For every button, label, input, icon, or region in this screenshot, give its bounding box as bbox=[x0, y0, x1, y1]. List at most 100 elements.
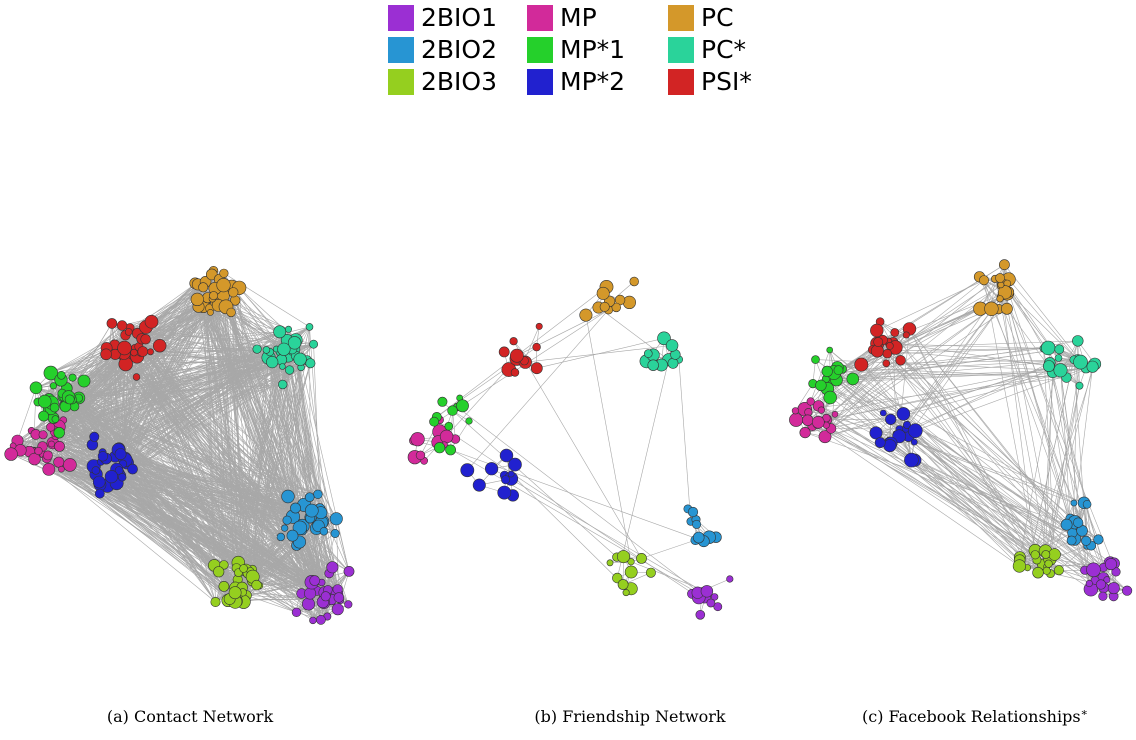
node bbox=[94, 488, 105, 499]
edge bbox=[889, 445, 1051, 574]
node bbox=[140, 334, 151, 345]
edge bbox=[126, 342, 295, 360]
node bbox=[333, 592, 344, 603]
edge bbox=[111, 476, 244, 569]
edge bbox=[818, 360, 901, 423]
legend: 2BIO1 2BIO2 2BIO3 MP MP*1 MP*2 PC PC* PSI* bbox=[388, 3, 752, 96]
edge bbox=[116, 482, 253, 577]
node bbox=[29, 381, 43, 395]
edge bbox=[807, 419, 1020, 567]
edge bbox=[102, 349, 285, 453]
caption: (b) Friendship Network bbox=[534, 707, 726, 726]
node bbox=[38, 410, 49, 422]
node bbox=[995, 273, 1005, 283]
node bbox=[657, 331, 671, 346]
node bbox=[137, 346, 149, 357]
node bbox=[1066, 535, 1077, 546]
node bbox=[291, 607, 302, 617]
edge bbox=[120, 346, 140, 455]
edge bbox=[122, 357, 269, 478]
caption: (c) Facebook Relationships∗ bbox=[862, 706, 1088, 726]
node bbox=[508, 457, 522, 472]
node bbox=[100, 348, 112, 361]
edge bbox=[47, 455, 237, 602]
edge bbox=[837, 372, 1055, 555]
edge bbox=[826, 308, 992, 426]
node bbox=[465, 417, 473, 425]
node bbox=[320, 591, 331, 602]
edge bbox=[252, 339, 297, 577]
node bbox=[49, 382, 58, 390]
edge bbox=[231, 286, 300, 526]
node bbox=[304, 587, 317, 600]
edge bbox=[1043, 348, 1074, 539]
edge bbox=[899, 362, 1051, 437]
edge bbox=[450, 410, 453, 450]
node bbox=[309, 616, 317, 625]
node bbox=[63, 458, 77, 472]
node bbox=[198, 282, 209, 293]
edge bbox=[33, 450, 230, 600]
node bbox=[1044, 559, 1053, 568]
legend-swatch bbox=[527, 69, 553, 95]
edge bbox=[282, 384, 336, 534]
node bbox=[1081, 535, 1092, 546]
edge bbox=[826, 284, 1002, 426]
edge bbox=[829, 349, 1085, 571]
edge bbox=[1058, 545, 1088, 571]
edge bbox=[102, 376, 137, 453]
node bbox=[43, 365, 58, 381]
edge bbox=[120, 351, 144, 455]
node bbox=[206, 308, 214, 316]
edge bbox=[678, 359, 691, 522]
edge bbox=[1042, 371, 1054, 565]
node bbox=[499, 448, 514, 463]
edge bbox=[102, 347, 107, 457]
legend-label: MP*2 bbox=[560, 67, 625, 96]
edge bbox=[450, 420, 470, 451]
node bbox=[902, 331, 910, 339]
node bbox=[1103, 576, 1111, 584]
edge bbox=[49, 359, 307, 410]
node bbox=[54, 440, 65, 452]
node bbox=[104, 470, 118, 484]
node bbox=[1086, 360, 1099, 373]
node bbox=[114, 448, 127, 460]
node bbox=[1085, 579, 1093, 588]
edge bbox=[102, 305, 219, 457]
legend-label: PC bbox=[701, 3, 734, 32]
edge bbox=[861, 328, 910, 365]
edge bbox=[133, 352, 273, 363]
edge bbox=[34, 458, 293, 536]
node bbox=[210, 596, 221, 607]
node bbox=[344, 600, 353, 609]
edge bbox=[61, 468, 236, 593]
edge bbox=[231, 286, 244, 593]
edge bbox=[837, 372, 1087, 542]
node bbox=[706, 598, 716, 608]
edge bbox=[829, 359, 1074, 374]
node bbox=[1060, 518, 1073, 531]
edge bbox=[504, 475, 702, 592]
node bbox=[309, 339, 318, 349]
node bbox=[130, 348, 138, 357]
node bbox=[895, 355, 906, 366]
edge bbox=[197, 299, 314, 510]
edge bbox=[983, 280, 1036, 551]
edge bbox=[630, 561, 708, 592]
node bbox=[978, 275, 989, 286]
node bbox=[279, 363, 286, 370]
edge bbox=[55, 435, 257, 586]
node bbox=[28, 452, 41, 466]
node bbox=[726, 575, 734, 583]
edge bbox=[102, 358, 301, 453]
node bbox=[277, 342, 291, 356]
node bbox=[907, 423, 923, 439]
legend-swatch bbox=[668, 5, 694, 31]
node bbox=[817, 406, 826, 414]
node bbox=[665, 339, 679, 352]
node bbox=[999, 259, 1010, 271]
edge bbox=[911, 459, 1020, 567]
edge bbox=[214, 288, 249, 574]
legend-swatch bbox=[388, 5, 414, 31]
